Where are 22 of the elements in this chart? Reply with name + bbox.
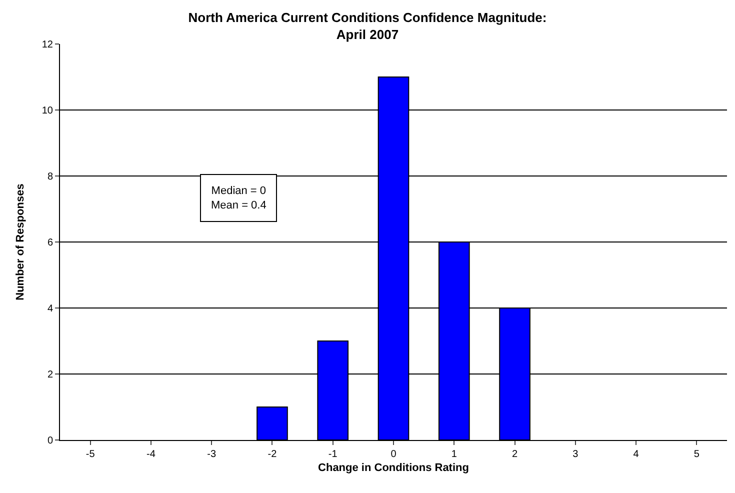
x-tick-label: -3	[207, 449, 216, 460]
y-axis-title: Number of Responses	[14, 184, 27, 300]
x-tick-label: 0	[390, 449, 397, 460]
x-axis-title: Change in Conditions Rating	[318, 462, 469, 474]
y-tick-label: 0	[47, 436, 54, 446]
y-tick-label: 8	[47, 172, 54, 182]
y-tick-label: 4	[47, 304, 54, 314]
x-tick-label: 4	[633, 449, 640, 460]
x-tick-label: 5	[694, 449, 700, 460]
x-tick-label: 3	[572, 449, 579, 460]
y-tick-label: 6	[47, 238, 54, 248]
annotation: Median = 0 Mean = 0.4	[211, 185, 266, 212]
x-tick-label: -1	[328, 449, 338, 460]
chart-title: North America Current Conditions Confidence Magnitude: April 2007	[188, 10, 547, 42]
x-tick-label: 2	[512, 449, 518, 460]
y-tick-label: 2	[47, 370, 54, 380]
y-tick-label: 12	[42, 40, 54, 50]
y-tick-label: 10	[42, 106, 54, 116]
x-tick-label: -5	[86, 449, 96, 460]
x-tick-label: -4	[146, 449, 156, 460]
x-tick-label: 1	[451, 449, 458, 460]
x-tick-label: -2	[268, 449, 278, 460]
